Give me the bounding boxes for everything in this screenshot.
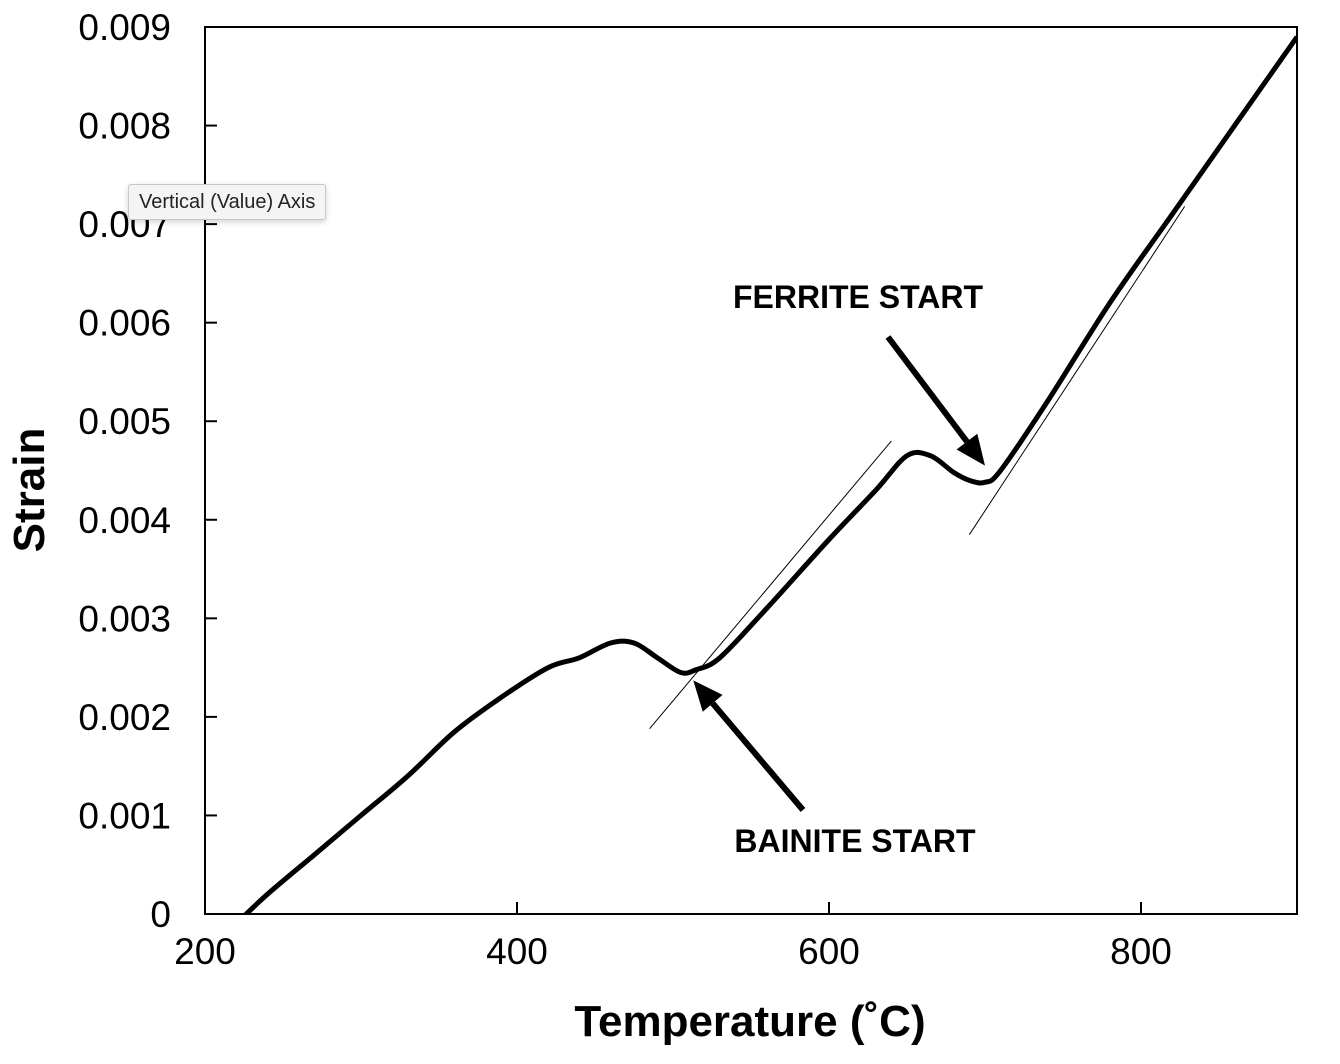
y-tick-label[interactable]: 0.002 <box>78 697 171 738</box>
ticks-layer: 200 400 600 800 0 0.001 0.002 0.003 0.004 0.005 0.… <box>78 7 1171 972</box>
tangent-layer <box>649 206 1186 730</box>
y-tick-label[interactable]: 0.001 <box>78 795 171 836</box>
annotation-label: BAINITE START <box>734 823 976 859</box>
x-axis-title: Temperature (˚C) <box>574 997 925 1046</box>
annotation-arrow-shaft <box>710 701 806 812</box>
x-tick-label: 600 <box>798 931 860 972</box>
x-tick-label: 200 <box>174 931 236 972</box>
y-tick-label[interactable]: 0.003 <box>78 598 171 639</box>
y-axis-title[interactable]: Strain <box>5 428 54 553</box>
axis-tooltip: Vertical (Value) Axis <box>128 184 327 220</box>
x-tick-label: 400 <box>486 931 548 972</box>
annotation-arrow-head <box>956 433 985 466</box>
annotation-label: FERRITE START <box>733 279 984 315</box>
y-tick-label[interactable]: 0 <box>150 894 171 935</box>
annotation-arrow-head <box>693 680 723 712</box>
y-tick-label[interactable]: 0.008 <box>78 106 171 147</box>
x-tick-label: 800 <box>1110 931 1172 972</box>
strain-series-line[interactable] <box>236 35 1297 924</box>
y-tick-label[interactable]: 0.005 <box>78 401 171 442</box>
y-tick-label[interactable]: 0.006 <box>78 303 171 344</box>
annotation-layer: FERRITE START BAINITE START <box>693 279 985 859</box>
tangent-line <box>968 206 1186 535</box>
y-tick-label[interactable]: 0.009 <box>78 7 171 48</box>
series-layer <box>236 35 1297 924</box>
annotation-arrow-shaft <box>885 335 970 444</box>
y-tick-label[interactable]: 0.004 <box>78 500 171 541</box>
tangent-line <box>649 440 892 730</box>
plot-area[interactable] <box>204 26 1298 915</box>
